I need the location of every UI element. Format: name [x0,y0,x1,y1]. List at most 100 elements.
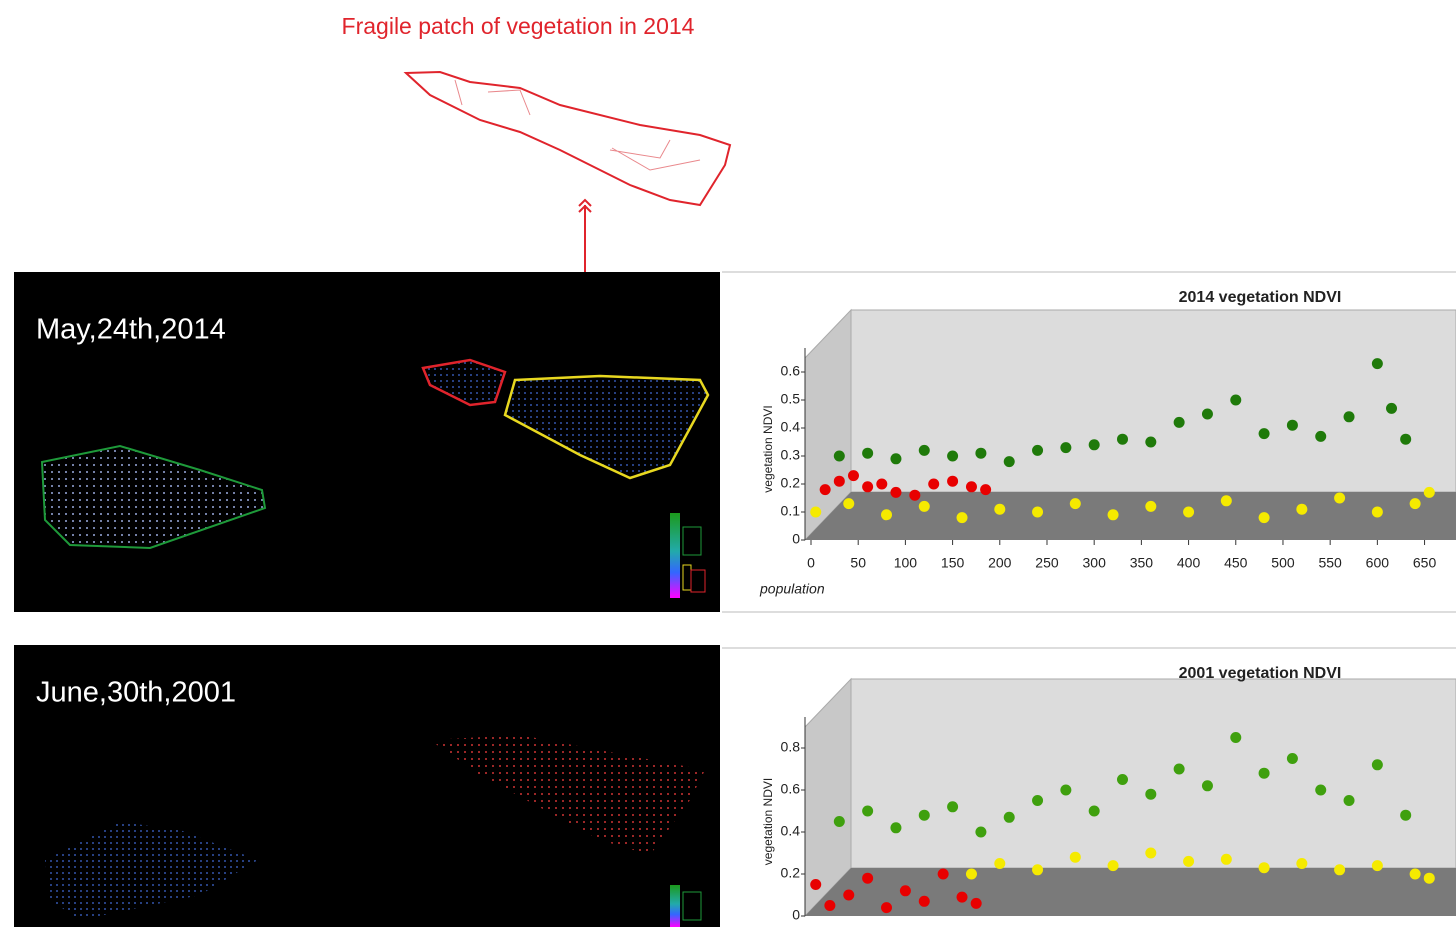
y-tick-label: 0.2 [781,865,801,881]
point [1258,862,1270,874]
point [1201,780,1213,792]
point [833,450,845,462]
point [1423,872,1435,884]
back-wall [850,309,1456,493]
point [862,872,874,884]
point [1107,509,1119,521]
point [899,885,911,897]
point [928,478,940,490]
point [1117,433,1128,445]
point [1371,358,1383,370]
point [1258,512,1270,524]
patch-detail [454,79,701,171]
point [1296,503,1308,515]
x-tick-label: 100 [894,555,918,571]
color-ramp [670,885,680,927]
x-tick-label: 50 [850,555,866,571]
point [1107,860,1119,872]
point [1060,784,1072,796]
point [881,902,893,914]
point [1220,495,1232,507]
back-wall [850,678,1456,869]
point [956,512,968,524]
y-tick-label: 0.2 [781,475,801,491]
point [1286,753,1298,764]
x-tick-label: 600 [1366,555,1390,571]
legend-box [682,891,702,921]
x-axis-label: population [759,581,825,597]
point [980,484,992,496]
patch-outline [403,70,732,207]
point [1032,444,1044,456]
floor [805,868,1456,916]
x-tick-label: 150 [941,555,965,571]
point [994,858,1006,869]
point [881,509,893,521]
point [1286,419,1298,431]
y-tick-label: 0.4 [781,823,801,839]
point [1069,851,1081,863]
point [1032,506,1044,518]
point [843,498,855,510]
point [1088,439,1100,451]
y-tick-label: 0.5 [781,391,801,407]
x-tick-label: 450 [1224,555,1248,571]
y-tick-label: 0.3 [781,447,801,463]
point [965,481,977,493]
point [947,450,959,462]
point [975,447,987,459]
chart-title: 2001 vegetation NDVI [1179,665,1342,682]
point [1145,788,1157,800]
y-tick-label: 0.1 [781,503,801,519]
point [1117,774,1128,785]
y-tick-label: 0.6 [781,781,801,797]
point [1315,784,1327,796]
point [862,805,874,817]
point [965,868,977,880]
point [1371,506,1383,518]
point [1258,767,1270,779]
point [1088,805,1100,817]
point [1371,860,1383,872]
point [1145,436,1157,448]
point [824,900,836,911]
point [847,470,859,482]
point [1409,498,1421,510]
x-tick-label: 0 [807,555,815,571]
point [890,453,902,465]
point [918,809,930,821]
point [1183,855,1195,867]
y-axis-label: vegetation NDVI [761,405,775,492]
point [890,486,902,498]
point [1220,853,1232,865]
point [1334,864,1346,876]
point [862,481,874,493]
point [918,895,930,907]
x-tick-label: 300 [1083,555,1107,571]
point [947,475,959,487]
y-tick-label: 0.4 [781,419,801,435]
x-tick-label: 550 [1318,555,1342,571]
point [1003,811,1015,823]
floor [805,492,1456,540]
region-dots [45,822,258,920]
legend-box [682,526,702,556]
point [843,889,855,901]
y-tick-label: 0.8 [781,739,801,755]
point [994,503,1006,515]
y-tick-label: 0 [792,907,800,923]
panel-date: June,30th,2001 [36,677,236,709]
point [862,447,874,459]
x-tick-label: 200 [988,555,1012,571]
point [1230,394,1242,406]
region-outline [40,444,267,550]
point [890,822,902,834]
point [833,475,845,487]
point [1003,456,1015,468]
region-outline [503,374,710,480]
point [1032,864,1044,876]
point [956,891,968,903]
point [833,816,845,827]
legend-box [690,569,706,593]
point [1183,506,1195,518]
